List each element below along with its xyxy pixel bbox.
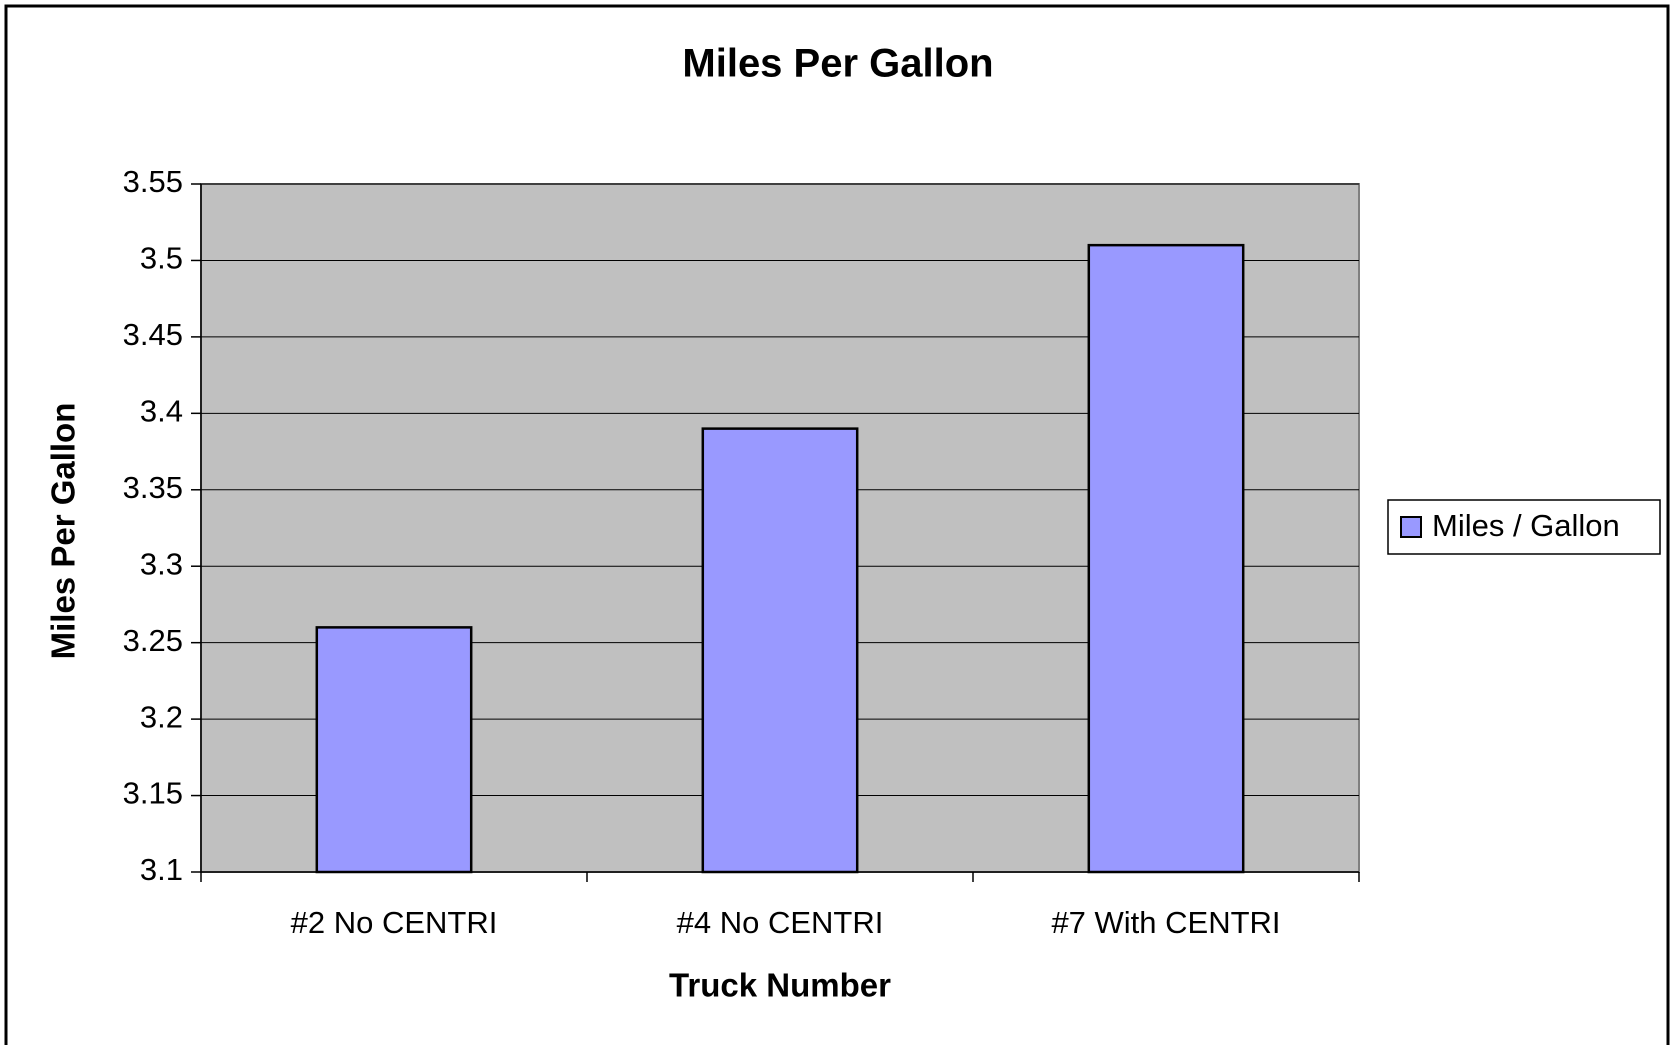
y-tick-label: 3.35 (123, 470, 183, 505)
x-axis-label: Truck Number (669, 967, 891, 1004)
chart-title: Miles Per Gallon (682, 42, 993, 86)
bar (1087, 243, 1245, 874)
bar (701, 427, 859, 874)
y-tick-label: 3.55 (123, 164, 183, 199)
legend-swatch (1400, 516, 1422, 538)
y-tick-label: 3.3 (140, 546, 183, 581)
y-tick-label: 3.4 (140, 394, 183, 429)
y-tick-label: 3.2 (140, 699, 183, 734)
y-axis-label: Miles Per Gallon (45, 403, 82, 660)
y-tick-label: 3.5 (140, 241, 183, 276)
legend-label: Miles / Gallon (1432, 508, 1620, 543)
legend-box (1387, 499, 1661, 555)
bar (315, 626, 473, 874)
y-tick-label: 3.45 (123, 317, 183, 352)
x-tick-label: #2 No CENTRI (291, 905, 498, 940)
y-tick-label: 3.1 (140, 852, 183, 887)
x-tick-label: #4 No CENTRI (677, 905, 884, 940)
x-tick-label: #7 With CENTRI (1051, 905, 1280, 940)
y-tick-label: 3.25 (123, 623, 183, 658)
y-tick-label: 3.15 (123, 776, 183, 811)
